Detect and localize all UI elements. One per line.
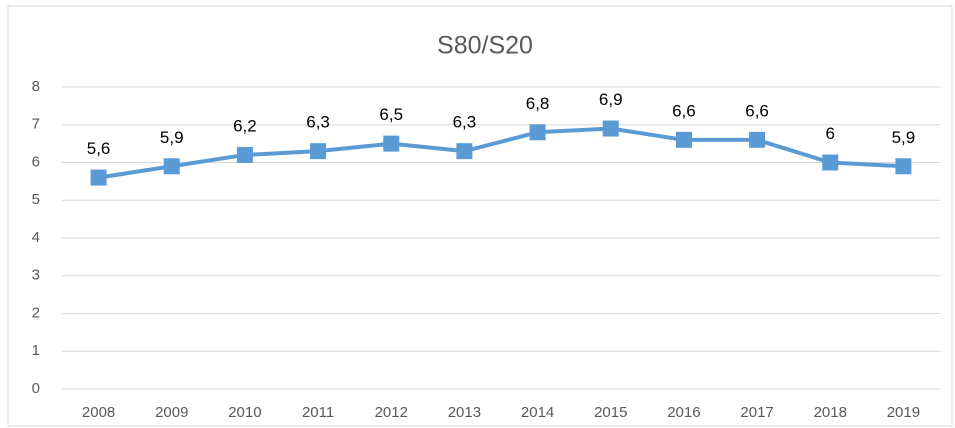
data-point: [675, 131, 692, 148]
data-point: [895, 158, 912, 175]
data-label: 6,5: [379, 105, 403, 124]
data-label: 5,6: [87, 139, 111, 158]
y-tick-label: 6: [32, 153, 40, 170]
data-point: [456, 143, 473, 160]
data-label: 6,8: [526, 94, 550, 113]
data-point: [383, 135, 400, 152]
data-point: [749, 131, 766, 148]
y-tick-label: 2: [32, 304, 40, 321]
x-tick-label: 2019: [887, 404, 920, 421]
data-point: [163, 158, 180, 175]
chart-title: S80/S20: [437, 32, 533, 60]
x-tick-label: 2012: [375, 404, 408, 421]
x-tick-label: 2015: [594, 404, 627, 421]
data-point: [90, 169, 107, 186]
x-tick-label: 2011: [302, 404, 334, 421]
data-label: 6,6: [672, 101, 696, 120]
data-point: [822, 154, 839, 171]
data-label: 5,9: [892, 128, 916, 147]
x-tick-label: 2016: [667, 404, 700, 421]
data-label: 6,2: [233, 116, 257, 135]
x-tick-label: 2013: [448, 404, 481, 421]
y-tick-label: 5: [32, 191, 40, 208]
y-tick-label: 3: [32, 267, 40, 284]
y-tick-label: 4: [32, 229, 40, 246]
y-tick-label: 7: [32, 116, 40, 133]
data-label: 6,9: [599, 90, 623, 109]
data-line: [98, 126, 904, 180]
x-tick-label: 2008: [82, 404, 115, 421]
x-tick-label: 2018: [814, 404, 847, 421]
y-tick-label: 0: [32, 380, 40, 397]
data-label: 6,3: [306, 113, 330, 132]
data-label: 6,3: [453, 113, 477, 132]
x-tick-label: 2017: [740, 404, 773, 421]
y-tick-label: 1: [32, 342, 40, 359]
data-point: [602, 120, 619, 137]
x-tick-label: 2010: [228, 404, 261, 421]
data-point: [310, 143, 327, 160]
data-label: 6: [826, 124, 835, 143]
data-label: 5,9: [160, 128, 184, 147]
x-tick-label: 2009: [155, 404, 188, 421]
x-tick-label: 2014: [521, 404, 554, 421]
data-label: 6,6: [745, 101, 769, 120]
chart-frame: [7, 5, 953, 427]
y-tick-label: 8: [32, 78, 40, 95]
data-point: [529, 124, 546, 141]
data-point: [236, 146, 253, 163]
